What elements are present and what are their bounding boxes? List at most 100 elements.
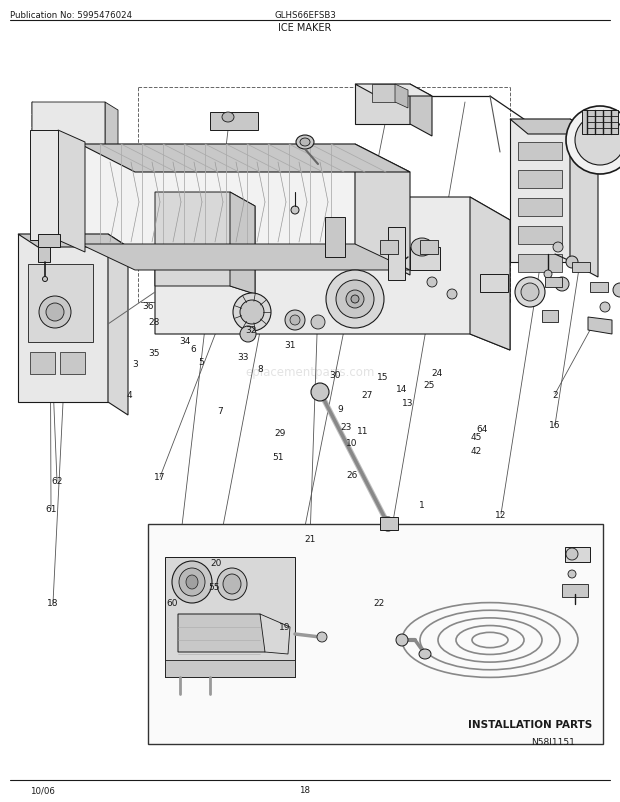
Polygon shape xyxy=(355,85,432,97)
Text: 11: 11 xyxy=(357,426,368,435)
Text: 29: 29 xyxy=(275,428,286,438)
Polygon shape xyxy=(470,198,510,350)
Ellipse shape xyxy=(217,569,247,600)
Polygon shape xyxy=(80,245,410,270)
Text: 4: 4 xyxy=(126,390,132,399)
Text: 25: 25 xyxy=(423,380,435,390)
Ellipse shape xyxy=(544,270,552,278)
Ellipse shape xyxy=(553,243,563,253)
Polygon shape xyxy=(518,171,562,188)
Polygon shape xyxy=(562,585,588,597)
Polygon shape xyxy=(80,145,355,248)
Ellipse shape xyxy=(336,281,374,318)
Polygon shape xyxy=(570,119,598,277)
Text: 9: 9 xyxy=(337,404,343,414)
Text: 10/06: 10/06 xyxy=(30,785,55,795)
Bar xyxy=(582,111,618,135)
Polygon shape xyxy=(32,129,105,160)
Text: 27: 27 xyxy=(361,390,373,399)
Polygon shape xyxy=(32,103,105,195)
Polygon shape xyxy=(32,115,105,148)
Text: 1: 1 xyxy=(418,500,425,510)
Text: 13: 13 xyxy=(402,398,414,407)
Ellipse shape xyxy=(568,570,576,578)
Polygon shape xyxy=(480,274,508,293)
Polygon shape xyxy=(32,194,105,225)
Text: 10: 10 xyxy=(346,438,357,448)
Text: 23: 23 xyxy=(340,422,352,431)
Ellipse shape xyxy=(240,326,256,342)
Text: 24: 24 xyxy=(432,368,443,378)
Polygon shape xyxy=(410,85,432,137)
Ellipse shape xyxy=(515,277,545,308)
Text: Publication No: 5995476024: Publication No: 5995476024 xyxy=(10,11,132,21)
Polygon shape xyxy=(32,142,105,174)
Text: 32: 32 xyxy=(246,326,257,335)
Ellipse shape xyxy=(419,649,431,659)
Text: 61: 61 xyxy=(45,504,56,514)
Polygon shape xyxy=(545,277,562,288)
Polygon shape xyxy=(355,85,410,125)
Bar xyxy=(148,525,603,744)
Ellipse shape xyxy=(296,136,314,150)
Polygon shape xyxy=(80,145,410,172)
Polygon shape xyxy=(155,198,510,350)
Text: N58I1151: N58I1151 xyxy=(531,738,575,747)
Polygon shape xyxy=(32,180,105,213)
Ellipse shape xyxy=(240,301,264,325)
Ellipse shape xyxy=(290,316,300,326)
Bar xyxy=(60,353,85,375)
Text: 34: 34 xyxy=(179,336,190,346)
Ellipse shape xyxy=(285,310,305,330)
Text: 60: 60 xyxy=(167,598,178,608)
Ellipse shape xyxy=(172,561,212,603)
Text: 21: 21 xyxy=(304,534,316,544)
Polygon shape xyxy=(420,241,438,255)
Text: GLHS66EFSB3: GLHS66EFSB3 xyxy=(274,11,336,21)
Ellipse shape xyxy=(600,302,610,313)
Polygon shape xyxy=(325,217,345,257)
Text: 12: 12 xyxy=(495,510,507,520)
Text: 6: 6 xyxy=(190,344,197,354)
Text: 55: 55 xyxy=(208,582,219,592)
Text: 19: 19 xyxy=(280,622,291,632)
Polygon shape xyxy=(565,547,590,562)
Text: 22: 22 xyxy=(374,598,385,608)
Ellipse shape xyxy=(427,277,437,288)
Polygon shape xyxy=(572,263,590,273)
Ellipse shape xyxy=(179,569,205,596)
Ellipse shape xyxy=(186,575,198,589)
Polygon shape xyxy=(590,282,608,293)
Text: 45: 45 xyxy=(471,432,482,442)
Ellipse shape xyxy=(222,113,234,123)
Ellipse shape xyxy=(300,139,310,147)
Ellipse shape xyxy=(346,290,364,309)
Text: 20: 20 xyxy=(210,558,221,568)
Text: 3: 3 xyxy=(132,359,138,369)
Polygon shape xyxy=(380,517,398,530)
Text: 14: 14 xyxy=(396,384,407,394)
Text: 33: 33 xyxy=(237,352,249,362)
Text: 18: 18 xyxy=(47,598,58,608)
Text: 28: 28 xyxy=(148,318,159,327)
Polygon shape xyxy=(395,85,408,109)
Ellipse shape xyxy=(381,517,395,532)
Text: 42: 42 xyxy=(471,446,482,456)
Polygon shape xyxy=(38,248,50,263)
Ellipse shape xyxy=(566,257,578,269)
Polygon shape xyxy=(510,119,598,135)
Polygon shape xyxy=(105,103,118,203)
Polygon shape xyxy=(410,248,440,270)
Polygon shape xyxy=(32,103,105,135)
Text: 30: 30 xyxy=(329,371,340,380)
Polygon shape xyxy=(510,119,570,263)
Ellipse shape xyxy=(326,270,384,329)
Ellipse shape xyxy=(566,549,578,561)
Bar xyxy=(30,353,55,375)
Text: 7: 7 xyxy=(217,407,223,416)
Polygon shape xyxy=(372,85,395,103)
Ellipse shape xyxy=(396,634,408,646)
Text: 26: 26 xyxy=(347,470,358,480)
Text: 62: 62 xyxy=(51,476,63,486)
Ellipse shape xyxy=(43,277,48,282)
